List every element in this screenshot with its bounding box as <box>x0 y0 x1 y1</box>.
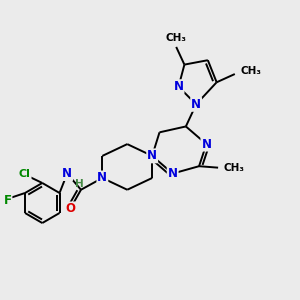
Text: N: N <box>147 149 157 162</box>
Text: CH₃: CH₃ <box>241 66 262 76</box>
Text: N: N <box>62 167 72 180</box>
Text: N: N <box>191 98 201 111</box>
Text: Cl: Cl <box>19 169 31 179</box>
Text: H: H <box>75 179 84 189</box>
Text: O: O <box>65 202 75 215</box>
Text: CH₃: CH₃ <box>224 163 245 173</box>
Text: CH₃: CH₃ <box>166 32 187 43</box>
Text: N: N <box>168 167 178 180</box>
Text: N: N <box>98 172 107 184</box>
Text: F: F <box>4 194 11 207</box>
Text: N: N <box>201 138 212 151</box>
Text: N: N <box>173 80 184 93</box>
